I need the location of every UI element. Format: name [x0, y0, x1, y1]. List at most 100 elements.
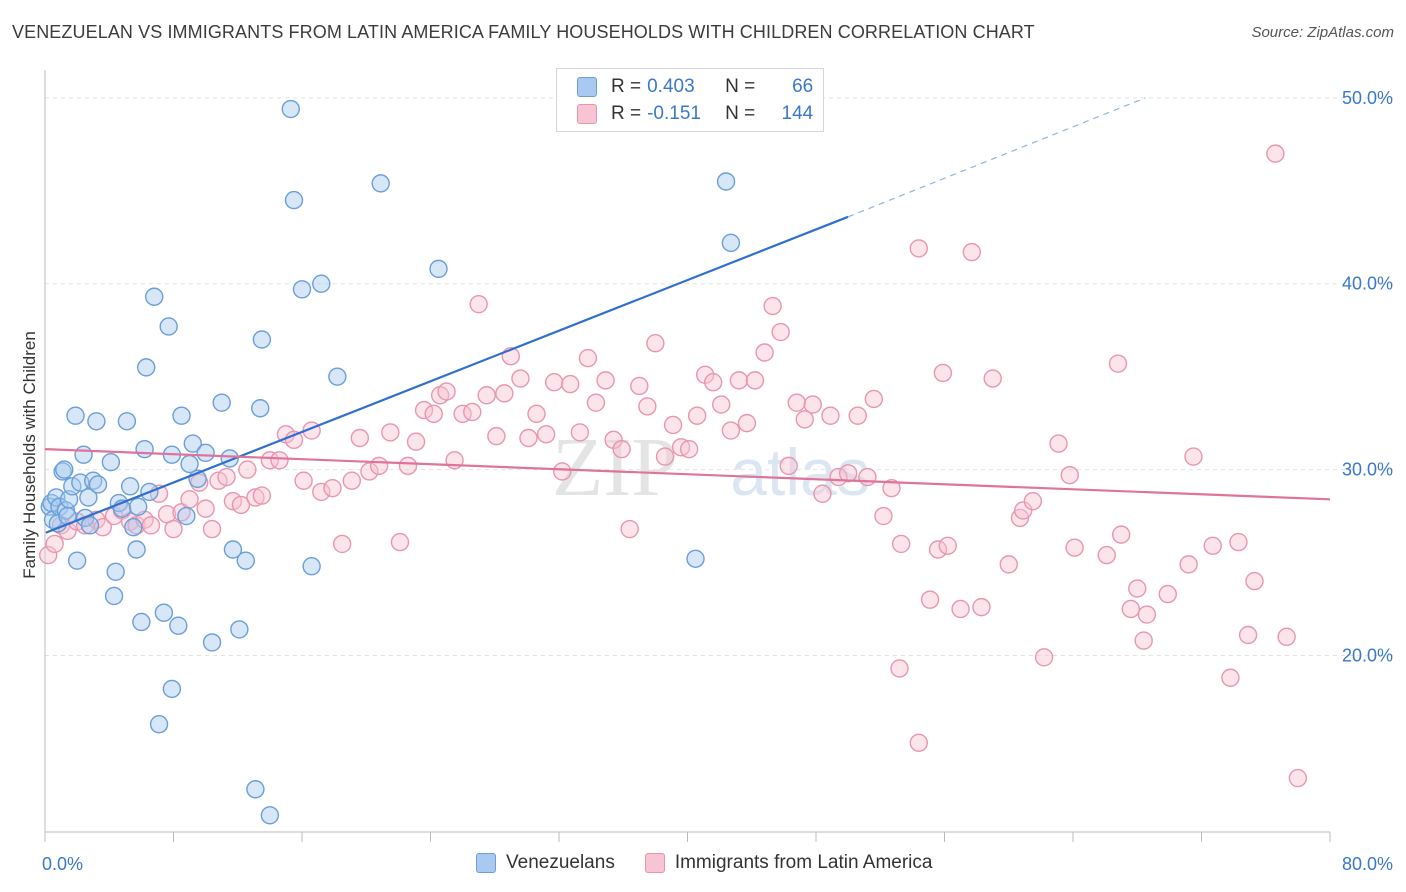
point-immigrants: [477, 386, 496, 405]
point-immigrants: [381, 423, 400, 442]
point-immigrants: [1060, 465, 1079, 485]
point-venezuelans: [88, 475, 108, 494]
point-venezuelans: [292, 280, 312, 299]
point-immigrants: [1097, 545, 1116, 565]
point-immigrants: [737, 413, 757, 433]
point-immigrants: [874, 506, 893, 526]
point-immigrants: [231, 495, 251, 515]
point-immigrants: [1134, 631, 1153, 650]
point-immigrants: [217, 467, 236, 487]
point-immigrants: [864, 389, 884, 409]
point-immigrants: [414, 400, 434, 420]
point-immigrants: [398, 456, 418, 476]
point-immigrants: [180, 490, 199, 509]
point-immigrants: [663, 415, 683, 435]
point-venezuelans: [124, 518, 143, 537]
point-venezuelans: [87, 412, 106, 431]
trend-line-venezuelans-extension: [847, 97, 1146, 218]
point-immigrants: [437, 382, 456, 401]
point-immigrants: [687, 406, 707, 425]
legend-n-label: N =: [725, 103, 756, 124]
point-venezuelans: [79, 488, 98, 507]
point-immigrants: [972, 597, 991, 617]
axes: [44, 70, 1331, 842]
point-venezuelans: [251, 399, 270, 418]
point-venezuelans: [183, 434, 202, 453]
point-immigrants: [803, 395, 822, 414]
point-immigrants: [951, 599, 970, 619]
point-immigrants: [390, 532, 410, 552]
point-immigrants: [1238, 625, 1258, 645]
point-immigrants: [1128, 579, 1147, 598]
point-venezuelans: [74, 445, 93, 464]
point-immigrants: [771, 322, 790, 342]
point-immigrants: [1245, 571, 1264, 591]
point-venezuelans: [172, 406, 191, 425]
legend-label-venezuelans: Venezuelans: [506, 852, 615, 873]
point-venezuelans: [55, 460, 74, 479]
point-venezuelans: [252, 330, 272, 349]
y-tick-label: 40.0%: [1342, 274, 1393, 294]
point-immigrants: [755, 343, 774, 362]
point-immigrants: [1266, 144, 1285, 163]
point-venezuelans: [177, 506, 196, 526]
point-immigrants: [1023, 491, 1043, 511]
legend-swatch-immigrants: [577, 104, 597, 124]
legend-label-immigrants: Immigrants from Latin America: [674, 852, 933, 873]
point-venezuelans: [159, 317, 178, 336]
point-immigrants: [519, 428, 538, 448]
point-venezuelans: [67, 551, 87, 570]
stats-legend: R = 0.403 N = 66 R = -0.151 N = 144: [556, 68, 824, 132]
point-immigrants: [323, 478, 342, 498]
point-immigrants: [763, 296, 782, 316]
trend-lines: [44, 97, 1331, 534]
point-immigrants: [679, 439, 699, 459]
point-venezuelans: [371, 174, 390, 193]
legend-r-value: 0.403: [647, 76, 695, 97]
point-venezuelans: [149, 715, 169, 734]
point-immigrants: [596, 371, 615, 390]
trend-line-venezuelans: [45, 215, 849, 534]
legend-row-immigrants: R = -0.151 N = 144: [577, 102, 813, 126]
point-immigrants: [704, 373, 723, 392]
point-immigrants: [983, 369, 1002, 388]
point-immigrants: [45, 534, 64, 554]
point-venezuelans: [230, 620, 249, 639]
point-immigrants: [294, 471, 313, 490]
source-label: Source: ZipAtlas.com: [1251, 24, 1394, 41]
point-immigrants: [848, 406, 867, 425]
legend-n-value: 66: [792, 76, 814, 97]
point-venezuelans: [302, 557, 321, 576]
point-immigrants: [1049, 434, 1068, 453]
legend-swatch-immigrants: [644, 853, 665, 873]
legend-r-label: R =: [611, 103, 642, 124]
point-immigrants: [544, 373, 564, 392]
x-tick-label: 0.0%: [42, 854, 83, 874]
point-immigrants: [1014, 501, 1033, 520]
point-immigrants: [813, 484, 832, 503]
point-immigrants: [196, 499, 215, 518]
point-venezuelans: [101, 452, 121, 472]
point-venezuelans: [429, 259, 448, 279]
legend-item-venezuelans[interactable]: Venezuelans: [476, 852, 615, 874]
point-immigrants: [858, 467, 877, 487]
point-immigrants: [527, 404, 546, 424]
series-legend: Venezuelans Immigrants from Latin Americ…: [476, 852, 962, 874]
point-immigrants: [938, 536, 957, 555]
point-immigrants: [586, 393, 606, 412]
point-immigrants: [838, 464, 858, 483]
point-venezuelans: [136, 358, 156, 377]
point-immigrants: [164, 519, 183, 539]
point-immigrants: [712, 395, 731, 414]
legend-n-value: 144: [781, 103, 814, 124]
point-venezuelans: [202, 633, 222, 652]
legend-item-immigrants[interactable]: Immigrants from Latin America: [644, 852, 933, 874]
legend-n-label: N =: [725, 76, 756, 97]
point-immigrants: [729, 371, 749, 390]
point-immigrants: [1111, 525, 1131, 544]
point-venezuelans: [127, 540, 146, 559]
point-immigrants: [999, 555, 1018, 574]
point-immigrants: [779, 456, 798, 476]
point-immigrants: [1121, 599, 1141, 619]
